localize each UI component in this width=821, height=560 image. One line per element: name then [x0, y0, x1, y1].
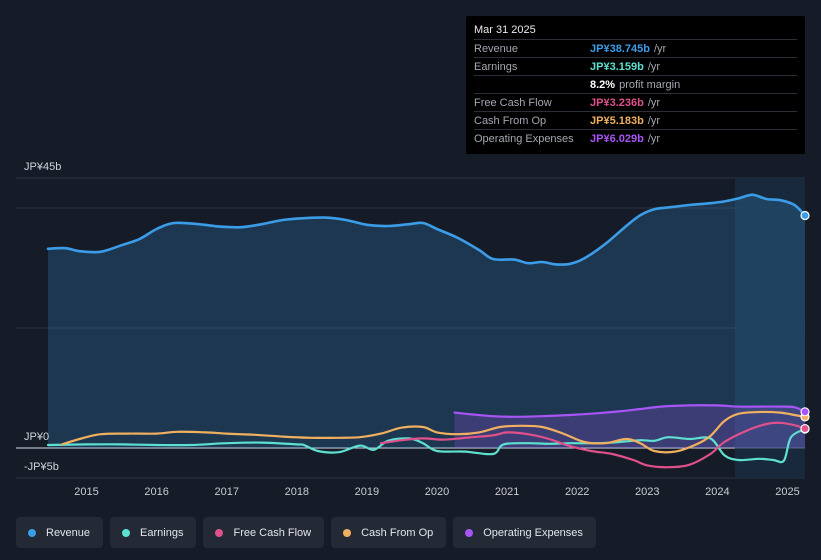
- tooltip-row: Revenue JP¥38.745b/yr: [474, 39, 797, 57]
- tooltip-row-label: Operating Expenses: [474, 132, 574, 145]
- tooltip-row-label: Free Cash Flow: [474, 96, 552, 109]
- revenue-end-marker: [800, 210, 810, 221]
- x-tick-label: 2023: [635, 486, 659, 498]
- revenue-area: [48, 194, 805, 448]
- x-tick-label: 2022: [565, 486, 589, 498]
- operating-expenses-line: [453, 404, 807, 418]
- series-lines: [46, 193, 807, 469]
- legend-dot-icon: [122, 528, 131, 537]
- tooltip-row-unit: /yr: [647, 96, 661, 109]
- legend-item[interactable]: Revenue: [16, 517, 104, 548]
- legend-item[interactable]: Operating Expenses: [453, 517, 596, 548]
- tooltip-row-value: JP¥5.183b: [590, 114, 644, 127]
- x-tick-label: 2016: [144, 486, 168, 498]
- tooltip-row-unit: /yr: [653, 42, 667, 55]
- y-tick-label: JP¥0: [24, 431, 49, 443]
- financial-history-chart: JP¥45b JP¥0 -JP¥5b 2015 2016 2017 2018 2019 202…: [16, 161, 810, 498]
- legend-label: Earnings: [140, 526, 184, 539]
- legend-label: Operating Expenses: [483, 526, 583, 539]
- earnings-line: [46, 427, 807, 464]
- revenue-line: [46, 193, 807, 266]
- legend-dot-icon: [343, 528, 352, 537]
- tooltip-row-unit: profit margin: [619, 78, 681, 91]
- x-tick-label: 2017: [214, 486, 238, 498]
- tooltip-row-value: 8.2%: [590, 78, 616, 91]
- tooltip-row-label: Earnings: [474, 60, 518, 73]
- tooltip-row-unit: /yr: [647, 132, 661, 145]
- tooltip-row-label: Revenue: [474, 42, 519, 55]
- y-tick-label: JP¥45b: [24, 161, 61, 173]
- x-tick-label: 2015: [74, 486, 98, 498]
- tooltip-row: 8.2% profit margin: [474, 75, 797, 93]
- legend-item[interactable]: Cash From Op: [331, 517, 447, 548]
- legend-dot-icon: [215, 528, 224, 537]
- legend-dot-icon: [28, 528, 36, 537]
- tooltip-row-value: JP¥3.159b: [590, 60, 644, 73]
- tooltip-row-value: JP¥38.745b: [590, 42, 650, 55]
- free-cash-flow-line: [379, 421, 807, 469]
- y-axis-labels: JP¥45b JP¥0 -JP¥5b: [24, 161, 61, 473]
- operating-expenses-end-marker: [800, 407, 810, 417]
- x-tick-label: 2018: [285, 486, 309, 498]
- cash-from-op-line: [60, 410, 807, 454]
- legend-dot-icon: [465, 528, 474, 537]
- x-tick-label: 2024: [705, 486, 729, 498]
- tooltip-row-value: JP¥3.236b: [590, 96, 644, 109]
- tooltip-row: Operating Expenses JP¥6.029b/yr: [474, 129, 797, 147]
- legend-label: Cash From Op: [361, 526, 434, 539]
- forecast-highlight-region: [734, 178, 805, 478]
- chart-legend: Revenue Earnings Free Cash Flow Cash From O…: [16, 517, 596, 548]
- x-tick-label: 2021: [495, 486, 519, 498]
- tooltip-row: Cash From Op JP¥5.183b/yr: [474, 111, 797, 129]
- x-tick-label: 2020: [425, 486, 449, 498]
- legend-item[interactable]: Free Cash Flow: [203, 517, 325, 548]
- tooltip-date: Mar 31 2025: [474, 24, 536, 36]
- x-tick-label: 2025: [775, 486, 799, 498]
- legend-label: Free Cash Flow: [233, 526, 312, 539]
- tooltip-row: Free Cash Flow JP¥3.236b/yr: [474, 93, 797, 111]
- tooltip-row-label: Cash From Op: [474, 114, 547, 127]
- x-tick-label: 2019: [355, 486, 379, 498]
- y-tick-label: -JP¥5b: [24, 461, 59, 473]
- series-end-markers: [800, 210, 810, 434]
- x-axis-labels: 2015 2016 2017 2018 2019 2020 2021 2022 2023 2024…: [74, 486, 799, 498]
- legend-item[interactable]: Earnings: [110, 517, 197, 548]
- tooltip-row-unit: /yr: [647, 60, 661, 73]
- series-areas: [48, 194, 805, 448]
- tooltip-row: Earnings JP¥3.159b/yr: [474, 57, 797, 75]
- tooltip-row-unit: /yr: [647, 114, 661, 127]
- free-cash-flow-end-marker: [800, 423, 810, 434]
- data-tooltip: Mar 31 2025 Revenue JP¥38.745b/yr Earnings…: [466, 16, 805, 154]
- tooltip-row-value: JP¥6.029b: [590, 132, 644, 145]
- legend-label: Revenue: [46, 526, 91, 539]
